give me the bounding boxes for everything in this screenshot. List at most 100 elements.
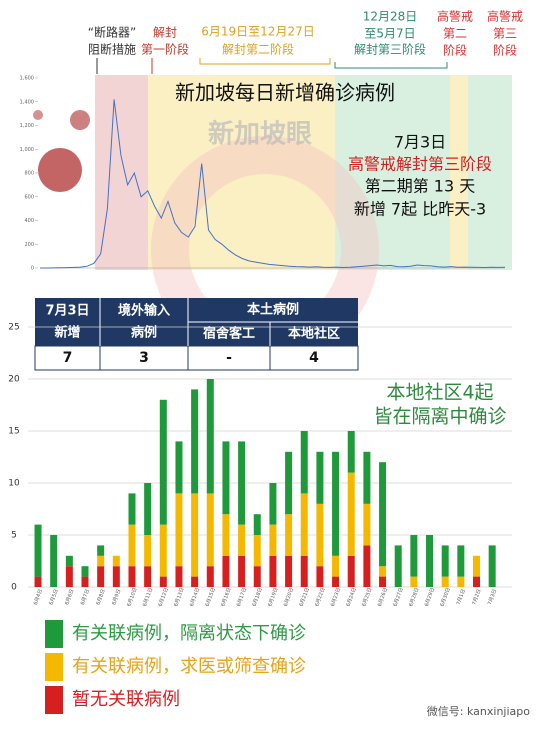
bar-segment [50,535,58,587]
legend-swatch [45,686,63,714]
bar-segment [222,441,230,515]
bar-segment [269,555,277,587]
x-tick-label: 6月5日 [49,588,60,605]
virus-icons [33,110,90,192]
bar-segment [363,503,371,546]
x-tick-label: 6月4日 [33,588,44,605]
bar-segment [175,566,183,587]
phase-label: 第三 [493,27,517,41]
bar-segment [316,503,324,567]
y-tick-label: 200 [24,242,34,248]
table-header-cell: 境外输入 [118,303,170,319]
bar-segment [128,524,136,567]
phase-label: 6月19日至12月27日 [201,25,314,39]
bar-segment [316,566,324,587]
annotation: 新增 7起 比昨天-3 [354,200,486,219]
legend-label: 有关联病例，隔离状态下确诊 [72,623,306,644]
phase-label: 阻断措施 [88,42,136,57]
bar-segment [379,462,387,567]
bar-segment [285,555,293,587]
bar-segment [473,555,481,577]
bar-segment [238,441,246,525]
y-tick-label: 5 [11,531,17,541]
phase-label: 12月28日 [363,10,418,24]
bar-segment [128,493,136,525]
phase-label: 高警戒 [437,9,473,24]
bar-segment [175,441,183,494]
bar-segment [316,451,324,504]
bar-segment [253,566,261,587]
y-tick-label: 25 [8,323,19,333]
legend-label: 有关联病例，求医或筛查确诊 [72,656,306,677]
bar-segment [144,535,152,567]
brace [334,62,448,69]
watermark: 新加坡眼 [208,119,312,150]
bar-segment [65,566,73,587]
phase-band [145,75,148,270]
phase-label: 阶段 [443,43,467,58]
callout: 皆在隔离中确诊 [373,406,506,428]
phase-label: 阶段 [493,43,517,58]
bar-segment [253,535,261,567]
bar-segment [441,576,449,587]
phase-bands [95,75,512,270]
line [40,99,506,269]
y-tick-label: 1,200 [20,123,34,129]
bar-segment [97,566,105,587]
bar-segment [81,566,89,577]
bar-segment [97,555,105,567]
phase-band [148,75,335,270]
bar-segment [300,493,308,556]
y-tick-label: 1,000 [20,147,34,153]
x-tick-label: 6月8日 [96,588,107,605]
phase-band [450,75,468,270]
bar-segment [269,483,277,525]
bar-segment [144,483,152,535]
bar-segment [332,576,340,587]
phase-label: 解封第三阶段 [354,42,426,57]
table-value: 7 [63,350,73,366]
bar-segment [238,524,246,556]
bar-segment [426,535,434,587]
bar-segment [441,545,449,577]
annotation: 第二期第 13 天 [365,177,476,196]
callout: 本地社区4起 [386,382,493,404]
bar-segment [300,555,308,587]
table-header-cell: 病例 [131,325,157,341]
table-value: - [226,350,232,366]
bar-segment [81,576,89,587]
y-tick-label: 800 [24,171,34,177]
bar-segment [159,399,167,525]
y-tick-label: 15 [8,427,19,437]
bar-segment [238,555,246,587]
table-header-cell: 7月3日 [45,304,89,319]
x-tick-label: 7月3日 [487,588,498,605]
chart-title: 新加坡每日新增确诊病例 [175,81,395,105]
legend-swatch [45,620,63,648]
bar-segment [457,545,465,577]
y-tick-label: 20 [8,375,20,385]
phase-label: 解封 [153,26,177,40]
annotation: 7月3日 [394,133,446,152]
x-tick-label: 6月7日 [80,588,91,605]
bar-segment [191,576,199,587]
phase-label: 高警戒 [487,9,523,24]
brace [199,58,331,65]
bar-segment [112,555,120,567]
bar-segment [222,555,230,587]
y-tick-label: 600 [24,194,34,200]
bar-segment [285,451,293,515]
legend-label: 暂无关联病例 [72,689,180,710]
bar-segment [206,493,214,567]
phase-band [468,75,512,270]
bar-segment [379,566,387,577]
bar-segment [112,566,120,587]
bar-segment [97,545,105,556]
phase-label: 解封第二阶段 [222,42,294,57]
legend-swatch [45,653,63,681]
bar-segment [191,493,199,577]
x-tick-label: 7月1日 [456,588,467,605]
bar-segment [332,555,340,577]
annotation: 高警戒解封第三阶段 [348,155,492,174]
phase-label: 第一阶段 [141,42,189,57]
